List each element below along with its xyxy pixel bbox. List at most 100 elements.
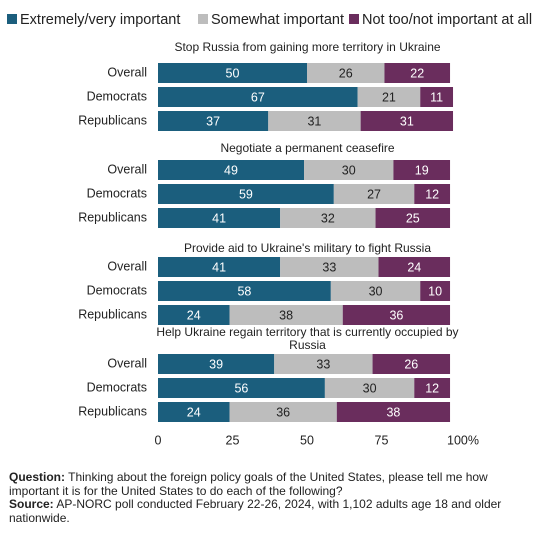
value-label: 25 — [406, 211, 420, 225]
value-label: 67 — [251, 90, 265, 104]
bar-segment — [420, 87, 454, 107]
x-tick-label: 100% — [447, 433, 479, 447]
legend-swatch — [198, 14, 208, 24]
bar-segment — [158, 281, 331, 301]
bar-segment — [414, 184, 451, 204]
value-label: 30 — [363, 381, 377, 395]
bar-segment — [336, 402, 451, 422]
value-label: 36 — [276, 405, 290, 419]
question-label: Question: — [9, 470, 65, 484]
value-label: 21 — [382, 90, 396, 104]
value-label: 41 — [212, 260, 226, 274]
panel-title: Provide aid to Ukraine's military to fig… — [183, 241, 432, 255]
bar-segment — [158, 402, 230, 422]
category-label: Republicans — [78, 210, 147, 224]
category-label: Overall — [107, 65, 147, 79]
value-label: 41 — [212, 211, 226, 225]
value-label: 50 — [226, 66, 240, 80]
bar-segment — [414, 378, 451, 398]
legend-swatch — [349, 14, 359, 24]
value-label: 26 — [404, 357, 418, 371]
panel-title: Negotiate a permanent ceasefire — [220, 141, 395, 155]
panel-title: Help Ukraine regain territory that is cu… — [156, 325, 459, 352]
bar-segment — [158, 208, 281, 228]
value-label: 58 — [237, 284, 251, 298]
bar-segment — [280, 257, 379, 277]
category-label: Overall — [107, 356, 147, 370]
value-label: 19 — [415, 163, 429, 177]
category-label: Democrats — [87, 186, 147, 200]
bar-segment — [158, 354, 275, 374]
bar-segment — [378, 257, 451, 277]
source-text: AP-NORC poll conducted February 22-26, 2… — [9, 497, 502, 525]
legend-swatch — [7, 14, 17, 24]
value-label: 33 — [322, 260, 336, 274]
value-label: 38 — [386, 405, 400, 419]
value-label: 56 — [234, 381, 248, 395]
bar-segment — [420, 281, 451, 301]
x-tick-label: 0 — [155, 433, 162, 447]
bar-segment — [333, 184, 415, 204]
value-label: 37 — [206, 114, 220, 128]
bar-segment — [357, 87, 421, 107]
category-label: Republicans — [78, 307, 147, 321]
category-label: Democrats — [87, 89, 147, 103]
value-label: 33 — [316, 357, 330, 371]
bar-segment — [158, 87, 358, 107]
bar-segment — [330, 281, 421, 301]
bar-segment — [158, 257, 281, 277]
source: Source: AP-NORC poll conducted February … — [9, 497, 529, 525]
chart: Extremely/very important Somewhat importa… — [7, 12, 532, 447]
bar-segment — [360, 111, 454, 131]
legend-label: Somewhat important — [211, 12, 344, 28]
bar-segment — [324, 378, 415, 398]
question-text: Thinking about the foreign policy goals … — [9, 470, 488, 498]
notes: Question: Thinking about the foreign pol… — [9, 470, 529, 525]
value-label: 11 — [430, 90, 443, 104]
x-tick-label: 50 — [300, 433, 314, 447]
bar-segment — [158, 63, 307, 83]
bar-segment — [375, 208, 451, 228]
value-label: 36 — [389, 308, 403, 322]
bar-segment — [229, 402, 337, 422]
value-label: 30 — [342, 163, 356, 177]
value-label: 24 — [187, 308, 201, 322]
bar-segment — [274, 354, 373, 374]
question: Question: Thinking about the foreign pol… — [9, 470, 529, 498]
bar-segment — [304, 160, 394, 180]
value-label: 39 — [209, 357, 223, 371]
panel-title: Stop Russia from gaining more territory … — [174, 40, 441, 54]
category-label: Democrats — [87, 283, 147, 297]
bar-segment — [342, 305, 451, 325]
value-label: 31 — [400, 114, 414, 128]
legend-label: Extremely/very important — [20, 12, 180, 28]
source-label: Source: — [9, 497, 54, 511]
bar-segment — [158, 305, 230, 325]
bar-segment — [393, 160, 451, 180]
bar-segment — [372, 354, 451, 374]
value-label: 22 — [410, 66, 424, 80]
value-label: 12 — [425, 381, 439, 395]
bar-segment — [158, 111, 269, 131]
value-label: 10 — [428, 284, 442, 298]
legend-label: Not too/not important at all — [362, 12, 532, 28]
value-label: 31 — [307, 114, 321, 128]
value-label: 38 — [279, 308, 293, 322]
value-label: 12 — [425, 187, 439, 201]
bar-segment — [307, 63, 385, 83]
x-tick-label: 25 — [226, 433, 240, 447]
x-tick-label: 75 — [375, 433, 389, 447]
category-label: Republicans — [78, 404, 147, 418]
value-label: 24 — [187, 405, 201, 419]
bar-segment — [268, 111, 361, 131]
bar-segment — [158, 378, 325, 398]
category-label: Democrats — [87, 380, 147, 394]
value-label: 26 — [339, 66, 353, 80]
bar-segment — [158, 184, 334, 204]
value-label: 30 — [369, 284, 383, 298]
bar-segment — [229, 305, 343, 325]
category-label: Overall — [107, 162, 147, 176]
bar-segment — [280, 208, 376, 228]
bar-segment — [158, 160, 305, 180]
